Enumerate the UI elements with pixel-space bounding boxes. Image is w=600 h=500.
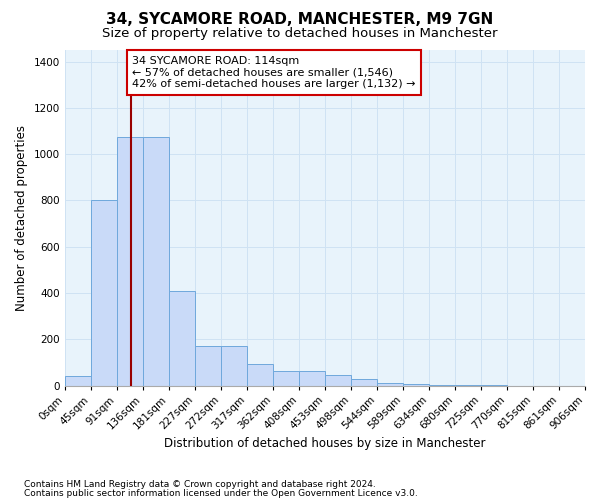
Text: 34, SYCAMORE ROAD, MANCHESTER, M9 7GN: 34, SYCAMORE ROAD, MANCHESTER, M9 7GN bbox=[106, 12, 494, 28]
Text: Contains HM Land Registry data © Crown copyright and database right 2024.: Contains HM Land Registry data © Crown c… bbox=[24, 480, 376, 489]
Bar bbox=[247, 364, 272, 386]
Y-axis label: Number of detached properties: Number of detached properties bbox=[15, 125, 28, 311]
Bar bbox=[195, 346, 221, 386]
Bar bbox=[403, 384, 429, 386]
Bar bbox=[221, 346, 247, 386]
Bar bbox=[143, 137, 169, 386]
Bar bbox=[91, 200, 116, 386]
Bar bbox=[169, 290, 194, 386]
X-axis label: Distribution of detached houses by size in Manchester: Distribution of detached houses by size … bbox=[164, 437, 485, 450]
Bar bbox=[377, 383, 403, 386]
Text: Contains public sector information licensed under the Open Government Licence v3: Contains public sector information licen… bbox=[24, 488, 418, 498]
Bar bbox=[351, 378, 377, 386]
Bar bbox=[65, 376, 91, 386]
Bar bbox=[325, 375, 351, 386]
Bar bbox=[273, 370, 299, 386]
Bar bbox=[299, 370, 325, 386]
Bar bbox=[117, 137, 143, 386]
Text: Size of property relative to detached houses in Manchester: Size of property relative to detached ho… bbox=[102, 28, 498, 40]
Text: 34 SYCAMORE ROAD: 114sqm
← 57% of detached houses are smaller (1,546)
42% of sem: 34 SYCAMORE ROAD: 114sqm ← 57% of detach… bbox=[133, 56, 416, 89]
